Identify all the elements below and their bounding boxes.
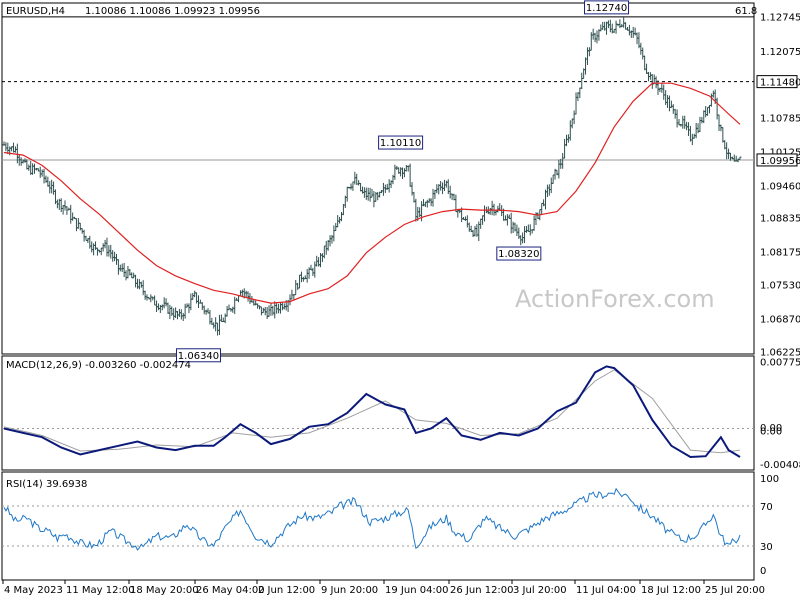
price-axis-label: 1.10125: [760, 147, 800, 158]
rsi-axis-label: 70: [760, 502, 773, 513]
time-axis-label: 3 Jul 20:00: [513, 585, 567, 596]
rsi-axis-label: 100: [760, 474, 779, 485]
time-axis-label: 19 Jun 04:00: [385, 585, 449, 596]
price-annotation-box: [378, 135, 424, 150]
macd-signal-line: [3, 369, 741, 454]
macd-main-line: [3, 365, 741, 459]
macd-axis-label: 0.00: [760, 423, 782, 434]
price-annotation-label: 1.06340: [178, 351, 219, 362]
price-annotation-box: [496, 246, 542, 261]
rsi-axis-label: 0: [760, 566, 766, 577]
price-axis-label: 1.10785: [760, 113, 800, 124]
axis-labels: 1.12745 1.12075 1.11480 1.10785 1.101251.099…: [2, 13, 800, 596]
price-axis-label: 1.11480: [760, 78, 800, 89]
price-annotation-box: [584, 0, 630, 15]
time-axis-label: 25 Jul 20:00: [705, 585, 765, 596]
price-annotation-label: 1.10110: [380, 138, 421, 149]
time-axis-label: 4 May 2023: [4, 585, 63, 596]
watermark: ActionForex.com: [515, 285, 715, 313]
fib-label: 61.8: [735, 6, 757, 17]
price-axis-label: 1.07530: [760, 281, 800, 292]
price-axis-label: 1.12745: [760, 13, 800, 24]
macd-series: [2, 365, 754, 459]
price-axis-label: 1.09460: [760, 181, 800, 192]
rsi-panel-title: RSI(14) 39.6938: [6, 479, 87, 490]
macd-axis-label: 0.00: [760, 426, 782, 437]
price-axis-label: 1.08175: [760, 247, 800, 258]
price-panel-frame: [1, 2, 755, 355]
macd-panel-frame: [1, 355, 755, 471]
chart-header-symbol: EURUSD,H4: [6, 6, 65, 17]
price-annotation-label: 1.08320: [498, 249, 539, 260]
price-axis-label: 1.08835: [760, 214, 800, 225]
time-axis-label: 2 Jun 12:00: [258, 585, 315, 596]
price-axis-box: [756, 153, 798, 167]
rsi-panel-frame: [1, 471, 755, 581]
time-axis-label: 26 May 04:00: [196, 585, 265, 596]
time-axis-label: 18 May 20:00: [130, 585, 199, 596]
time-axis-label: 26 Jun 12:00: [450, 585, 514, 596]
price-annotation-label: 1.12740: [586, 3, 627, 14]
time-axis-label: 18 Jul 12:00: [641, 585, 701, 596]
price-series: 61.8 1.12740 1.10110 1.08320 1.06340: [2, 0, 757, 363]
time-axis-label: 11 May 12:00: [66, 585, 135, 596]
price-axis-label: 1.09956: [760, 156, 800, 167]
price-axis-label: 1.06225: [760, 348, 800, 359]
price-annotation-box: [175, 348, 221, 363]
sma-line: [3, 82, 741, 304]
macd-axis-label: -0.004086: [760, 460, 800, 471]
price-axis-label: 1.12075: [760, 47, 800, 58]
rsi-axis-label: 30: [760, 542, 773, 553]
price-axis-box: [756, 75, 798, 89]
price-axis-label: 1.06870: [760, 315, 800, 326]
rsi-line: [3, 487, 741, 551]
rsi-series: [2, 487, 754, 551]
time-axis-label: 11 Jul 04:00: [576, 585, 636, 596]
macd-panel-title: MACD(12,26,9) -0.003260 -0.002474: [6, 360, 191, 371]
time-axis-label: 9 Jun 20:00: [321, 585, 378, 596]
macd-axis-label: 0.007756: [760, 358, 800, 369]
chart-header-ohlc: 1.10086 1.10086 1.09923 1.09956: [85, 6, 260, 17]
